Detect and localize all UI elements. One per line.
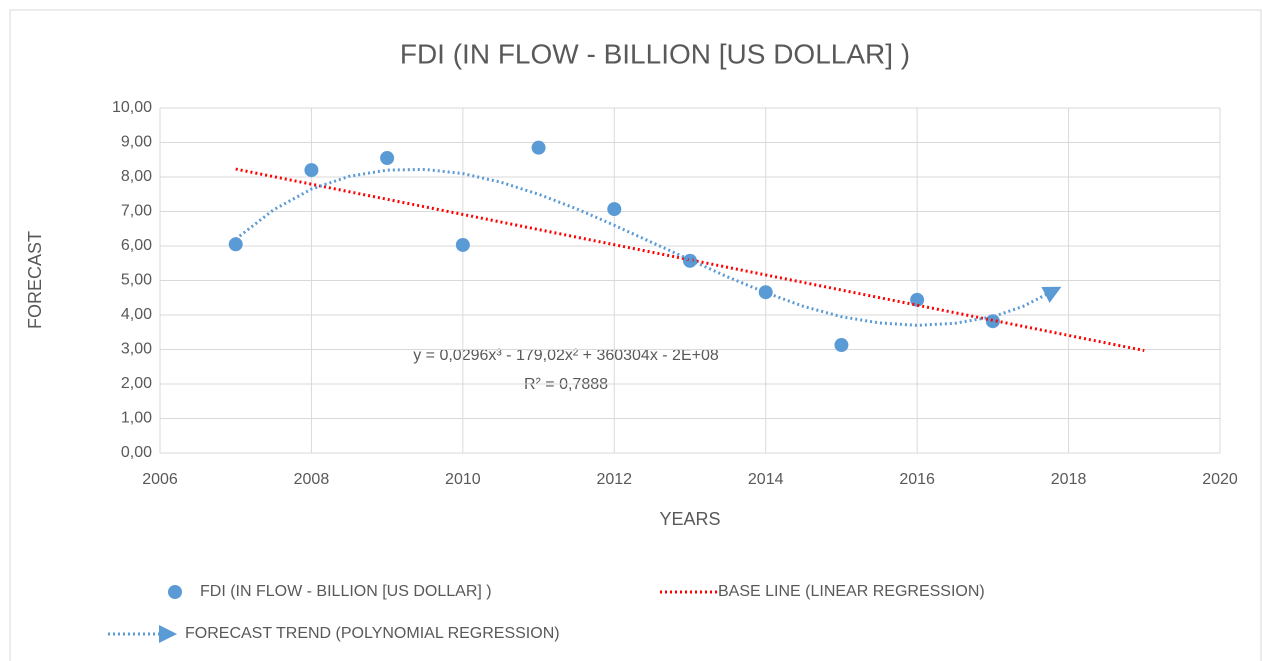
data-point (531, 140, 546, 155)
y-tick-label: 1,00 (121, 410, 152, 427)
legend-label: FDI (IN FLOW - BILLION [US DOLLAR] ) (200, 583, 492, 600)
data-point (985, 314, 1000, 329)
legend-marker (168, 585, 182, 599)
data-point (228, 237, 243, 252)
y-tick-label: 5,00 (121, 272, 152, 289)
data-point (834, 338, 849, 353)
y-tick-label: 10,00 (112, 99, 152, 116)
x-tick-label: 2018 (1051, 471, 1087, 488)
chart-title: FDI (IN FLOW - BILLION [US DOLLAR] ) (400, 38, 910, 69)
equation: y = 0,0296x³ - 179,02x² + 360304x - 2E+0… (413, 347, 719, 364)
x-tick-label: 2016 (899, 471, 935, 488)
data-point (380, 151, 395, 166)
r-squared: R² = 0,7888 (524, 376, 608, 393)
x-tick-label: 2006 (142, 471, 178, 488)
x-tick-label: 2010 (445, 471, 481, 488)
y-tick-label: 2,00 (121, 375, 152, 392)
data-point (455, 237, 470, 252)
y-axis-title: FORECAST (25, 231, 45, 329)
legend-label: BASE LINE (LINEAR REGRESSION) (718, 583, 985, 600)
y-tick-label: 9,00 (121, 134, 152, 151)
data-point (304, 163, 319, 178)
y-tick-label: 6,00 (121, 237, 152, 254)
x-tick-label: 2008 (294, 471, 330, 488)
y-tick-label: 4,00 (121, 306, 152, 323)
legend-label: FORECAST TREND (POLYNOMIAL REGRESSION) (185, 625, 560, 642)
y-tick-label: 7,00 (121, 203, 152, 220)
x-tick-label: 2012 (596, 471, 632, 488)
data-point (683, 253, 697, 268)
y-tick-label: 8,00 (121, 168, 152, 185)
x-axis-title: YEARS (659, 509, 720, 529)
chart-frame (9, 9, 1262, 661)
x-tick-label: 2020 (1202, 471, 1238, 488)
y-tick-label: 3,00 (121, 341, 152, 358)
x-tick-label: 2014 (748, 471, 784, 488)
y-tick-label: 0,00 (121, 444, 152, 461)
data-point (910, 292, 925, 307)
trend-line (234, 167, 1062, 327)
data-point (607, 202, 622, 217)
